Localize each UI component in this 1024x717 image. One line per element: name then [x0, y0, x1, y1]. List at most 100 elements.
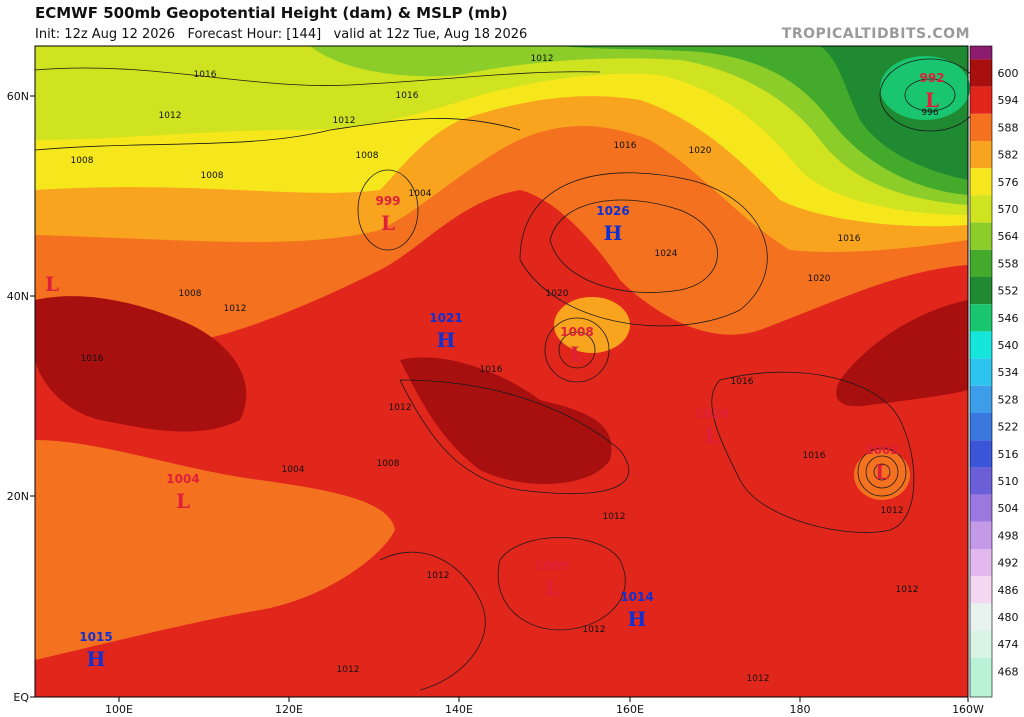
isobar-label: 1016 — [614, 141, 637, 151]
isobar-label: 1016 — [803, 451, 826, 461]
colorbar-cell — [970, 603, 992, 631]
colorbar-label: 582 — [998, 149, 1019, 162]
center-symbol: H — [628, 607, 647, 631]
colorbar-cell — [970, 113, 992, 141]
colorbar-label: 546 — [998, 312, 1019, 325]
isobar-label: 1008 — [179, 289, 202, 299]
colorbar-cell — [970, 141, 992, 169]
colorbar-cell — [970, 494, 992, 522]
map-labels: 100E 120E 140E 160E 180 160W 60N 40N 20N EQ 1016 10… — [7, 54, 984, 716]
isobar-label: 1016 — [480, 365, 503, 375]
credit: TROPICALTIDBITS.COM — [782, 26, 970, 42]
colorbar-cell — [970, 521, 992, 549]
isobar-label: 1024 — [655, 249, 678, 259]
isobar-label: 1012 — [337, 665, 360, 675]
band-546 — [880, 56, 970, 120]
isobar-label: 1012 — [881, 506, 904, 516]
center-symbol: H — [437, 328, 456, 352]
colorbar-cell — [970, 630, 992, 658]
colorbar-label: 600 — [998, 67, 1019, 80]
colorbar-cell — [970, 59, 992, 87]
center-symbol: L — [570, 342, 584, 366]
center-pressure: 1010 — [695, 407, 728, 421]
center-pressure: 1014 — [620, 590, 653, 604]
lon-label: 140E — [445, 703, 473, 716]
isobar-label: 1012 — [583, 625, 606, 635]
colorbar-label: 498 — [998, 529, 1019, 542]
center-pressure: 1015 — [79, 630, 112, 644]
center-pressure: 1026 — [596, 204, 629, 218]
isobar-label: 1012 — [896, 585, 919, 595]
colorbar-label: 492 — [998, 557, 1019, 570]
colorbar-cell — [970, 249, 992, 277]
colorbar-label: 588 — [998, 121, 1019, 134]
lon-label: 120E — [275, 703, 303, 716]
isobar-label: 1016 — [194, 70, 217, 80]
colorbar-frame — [969, 45, 993, 698]
isobar — [379, 551, 486, 691]
colorbar: 600 594 588 582 576 570 564 558 552 546 540 534 528 5… — [969, 45, 1019, 698]
isobar — [873, 463, 891, 481]
colorbar-label: 570 — [998, 203, 1019, 216]
colorbar-label: 540 — [998, 339, 1019, 352]
colorbar-label: 486 — [998, 584, 1019, 597]
colorbar-cell — [970, 385, 992, 413]
colorbar-cell — [970, 413, 992, 441]
isobar-label: 1008 — [356, 151, 379, 161]
isobar-label: 1020 — [808, 274, 831, 284]
isobar — [865, 455, 899, 489]
isobar-label: 1020 — [546, 289, 569, 299]
isobar-label: 1004 — [409, 189, 432, 199]
colorbar-label: 558 — [998, 257, 1019, 270]
band-588 — [854, 450, 910, 500]
isobar — [549, 199, 718, 293]
isobar-label: 1012 — [389, 403, 412, 413]
band-570 — [35, 46, 968, 215]
lat-label: EQ — [13, 691, 29, 704]
isobar — [544, 317, 610, 383]
center-symbol: H — [87, 647, 106, 671]
band-600 — [35, 296, 247, 432]
band-582 — [554, 297, 630, 353]
colorbar-label: 474 — [998, 638, 1019, 651]
map-frame — [34, 45, 969, 698]
center-symbol: H — [604, 221, 623, 245]
colorbar-cell — [970, 358, 992, 386]
center-symbol: L — [875, 460, 889, 484]
colorbar-label: 510 — [998, 475, 1019, 488]
colorbar-cell — [970, 304, 992, 332]
colorbar-cell — [970, 168, 992, 196]
isobar-label: 1012 — [224, 304, 247, 314]
lat-label: 60N — [7, 90, 29, 103]
center-pressure: 1021 — [429, 311, 462, 325]
isobar-label: 1016 — [838, 234, 861, 244]
colorbar-label: 522 — [998, 421, 1019, 434]
colorbar-label: 480 — [998, 611, 1019, 624]
isobar — [904, 78, 956, 112]
colorbar-label: 468 — [998, 665, 1019, 678]
lon-label: 160W — [952, 703, 984, 716]
isobar — [519, 172, 768, 327]
band-600 — [836, 300, 968, 407]
colorbar-label: 564 — [998, 230, 1019, 243]
center-pressure: 999 — [375, 194, 400, 208]
colorbar-cell — [970, 440, 992, 468]
center-symbol: L — [705, 424, 719, 448]
center-symbol: L — [381, 211, 395, 235]
center-pressure: 1009 — [535, 559, 568, 573]
colorbar-label: 534 — [998, 366, 1019, 379]
isobar — [857, 447, 907, 497]
colorbar-cell — [970, 222, 992, 250]
colorbar-label: 576 — [998, 176, 1019, 189]
colorbar-label: 516 — [998, 448, 1019, 461]
isobars — [34, 58, 981, 691]
band-600 — [400, 357, 612, 484]
subtitle: Init: 12z Aug 12 2026 Forecast Hour: [14… — [35, 27, 527, 42]
center-pressure: 1004 — [166, 472, 199, 486]
isobar-label: 1012 — [603, 512, 626, 522]
center-symbol: L — [925, 88, 939, 112]
colorbar-label: 594 — [998, 94, 1019, 107]
colorbar-cell — [970, 86, 992, 114]
center-pressure: 1002 — [865, 443, 898, 457]
